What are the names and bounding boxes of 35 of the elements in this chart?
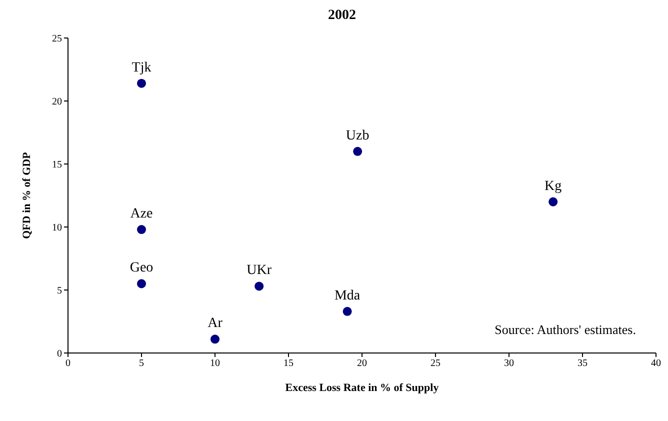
annotation: Uzb <box>346 128 370 144</box>
annotation: Mda <box>334 288 361 304</box>
x-tick-label: 25 <box>430 358 440 370</box>
point <box>548 197 558 206</box>
annotation: Aze <box>130 206 153 222</box>
point <box>210 334 220 344</box>
y-tick-label: 15 <box>52 160 62 171</box>
annotation: Ar <box>208 316 223 332</box>
y-tick-label: 10 <box>52 222 62 234</box>
annotation: Source: Authors' estimates. <box>494 322 636 338</box>
y-tick-label: 5 <box>57 286 62 297</box>
y-tick-label: 20 <box>52 96 62 108</box>
y-axis-title: QFD in % of GDP <box>20 152 33 239</box>
point <box>254 282 264 291</box>
x-tick-label: 30 <box>504 358 514 370</box>
annotation: Geo <box>130 260 154 276</box>
x-tick-label: 20 <box>357 358 367 370</box>
x-tick-label: 40 <box>651 358 661 370</box>
x-tick-label: 35 <box>578 358 588 370</box>
point <box>136 225 146 234</box>
annotation: Kg <box>544 178 562 194</box>
x-tick-label: 10 <box>210 358 220 370</box>
y-tick-label: 25 <box>52 34 62 45</box>
chart-title: 2002 <box>327 8 357 24</box>
annotation: Tjk <box>132 60 152 76</box>
point <box>342 306 352 316</box>
x-tick-label: 15 <box>284 358 294 370</box>
point <box>353 146 362 156</box>
point <box>136 279 146 288</box>
annotation: UKr <box>246 263 272 278</box>
x-tick-label: 0 <box>66 358 70 370</box>
point <box>136 78 146 88</box>
y-tick-label: 0 <box>57 348 62 360</box>
x-tick-label: 5 <box>139 358 144 370</box>
x-axis-title: Excess Loss Rate in % of Supply <box>285 382 440 394</box>
